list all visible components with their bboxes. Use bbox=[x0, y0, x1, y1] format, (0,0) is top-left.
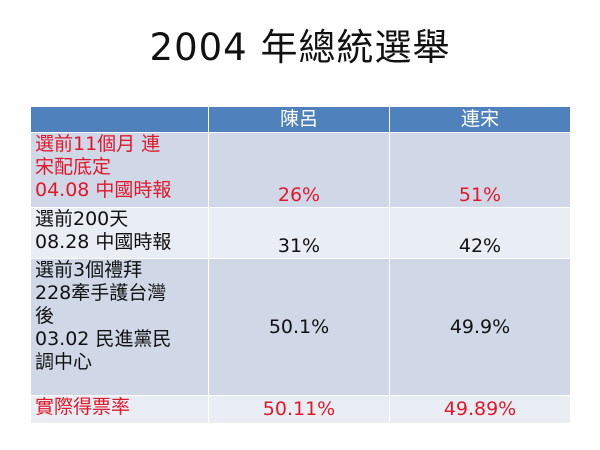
slide-title: 2004 年總統選舉 bbox=[149, 26, 451, 69]
poll-comparison-table: 陳呂 連宋 選前11個月 連 宋配底定 04.08 中國時報 26% 51% 選… bbox=[30, 106, 571, 424]
table-row: 選前11個月 連 宋配底定 04.08 中國時報 26% 51% bbox=[30, 132, 571, 208]
row-label: 實際得票率 bbox=[30, 395, 209, 424]
row-label: 選前200天 08.28 中國時報 bbox=[30, 207, 209, 259]
lien-soong-value: 51% bbox=[389, 132, 571, 208]
lien-soong-value: 49.9% bbox=[389, 258, 571, 396]
chen-lu-value: 50.11% bbox=[208, 395, 390, 424]
header-cell-empty bbox=[30, 106, 209, 133]
table-row: 選前200天 08.28 中國時報 31% 42% bbox=[30, 207, 571, 259]
lien-soong-value: 49.89% bbox=[389, 395, 571, 424]
chen-lu-value: 50.1% bbox=[208, 258, 390, 396]
table-header-row: 陳呂 連宋 bbox=[30, 106, 571, 133]
header-cell-chen-lu: 陳呂 bbox=[208, 106, 390, 133]
lien-soong-value: 42% bbox=[389, 207, 571, 259]
table-row: 實際得票率 50.11% 49.89% bbox=[30, 395, 571, 424]
chen-lu-value: 26% bbox=[208, 132, 390, 208]
row-label: 選前3個禮拜 228牽手護台灣 後 03.02 民進黨民 調中心 bbox=[30, 258, 209, 396]
chen-lu-value: 31% bbox=[208, 207, 390, 259]
table-row: 選前3個禮拜 228牽手護台灣 後 03.02 民進黨民 調中心 50.1% 4… bbox=[30, 258, 571, 396]
row-label: 選前11個月 連 宋配底定 04.08 中國時報 bbox=[30, 132, 209, 208]
header-cell-lien-soong: 連宋 bbox=[389, 106, 571, 133]
